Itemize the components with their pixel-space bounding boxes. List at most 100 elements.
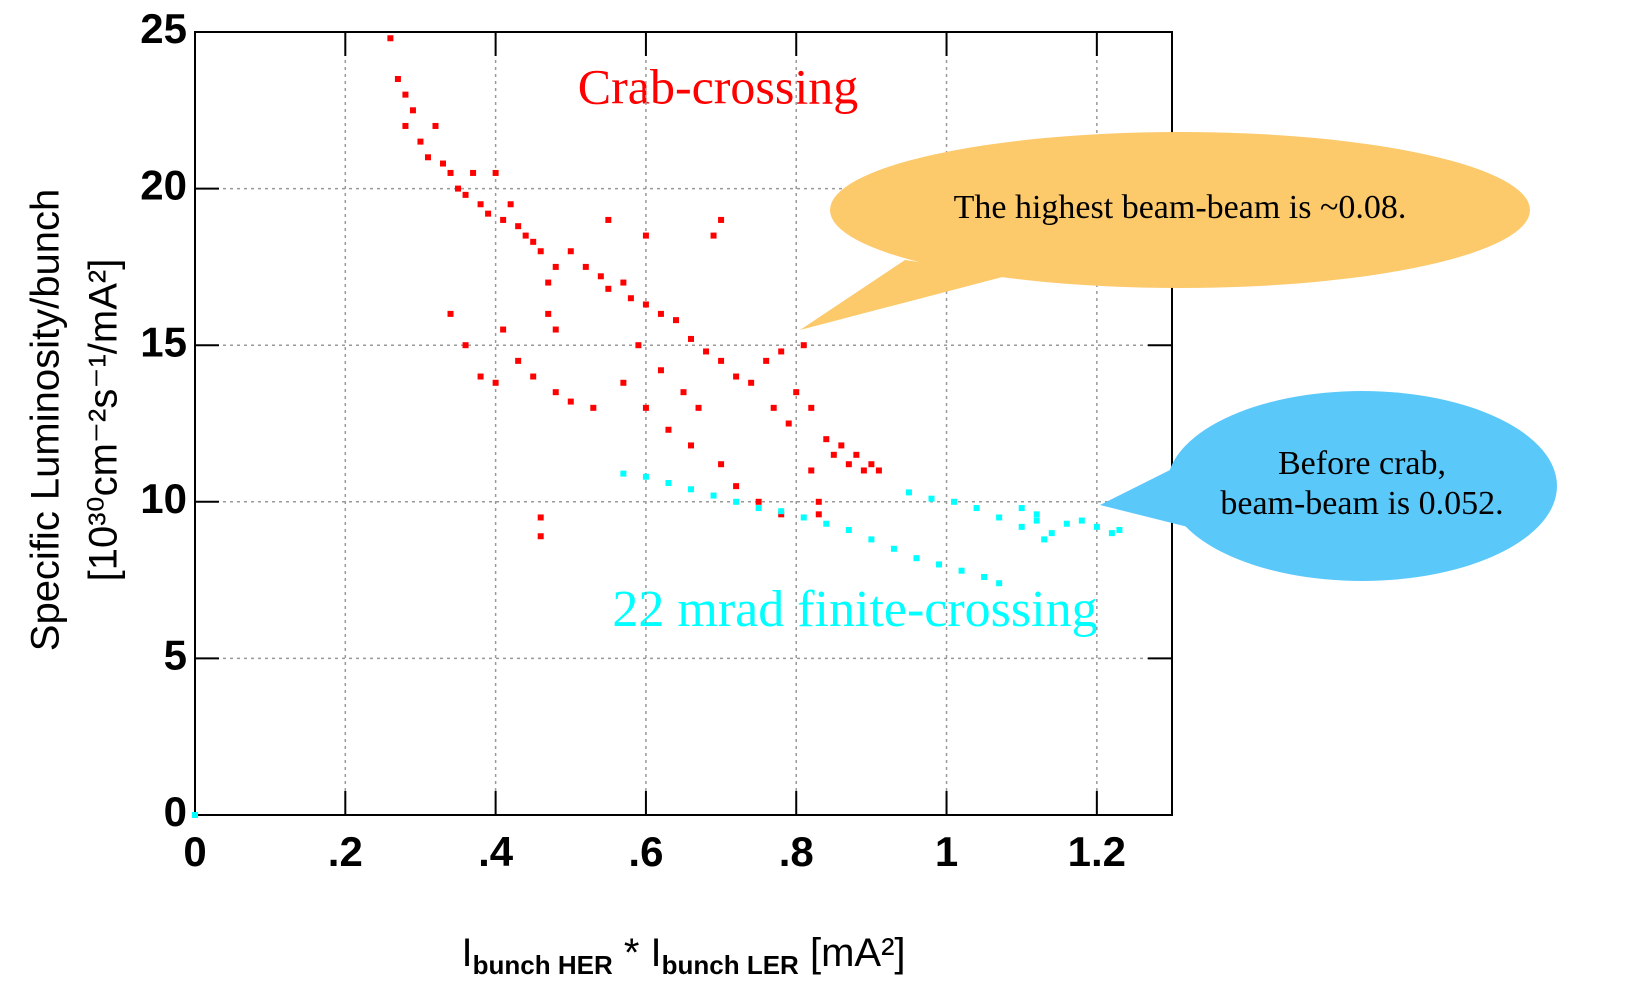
x-axis-label-part: [mA²] — [799, 931, 906, 975]
point — [808, 404, 815, 411]
x-tick-label: 1 — [935, 828, 958, 875]
point — [695, 404, 702, 411]
point — [733, 373, 740, 380]
point — [1033, 517, 1040, 524]
point — [545, 310, 552, 317]
point — [853, 451, 860, 458]
point — [620, 379, 627, 386]
point — [733, 498, 740, 505]
point — [996, 580, 1003, 587]
point — [530, 373, 537, 380]
point — [642, 404, 649, 411]
point — [703, 348, 710, 355]
point — [913, 555, 920, 562]
point — [552, 326, 559, 333]
point — [1108, 530, 1115, 537]
point — [718, 216, 725, 223]
point — [500, 216, 507, 223]
point — [515, 357, 522, 364]
point — [192, 812, 198, 818]
point — [748, 379, 755, 386]
point — [981, 573, 988, 580]
point — [845, 461, 852, 468]
callout-pointer — [800, 260, 1010, 330]
point — [778, 348, 785, 355]
point — [582, 263, 589, 270]
point — [710, 492, 717, 499]
point — [1093, 523, 1100, 530]
point — [537, 514, 544, 521]
point — [718, 461, 725, 468]
point — [710, 232, 717, 239]
point — [665, 480, 672, 487]
x-tick-label: 0 — [183, 828, 206, 875]
point — [800, 342, 807, 349]
point — [477, 373, 484, 380]
x-axis-label-part: bunch LER — [662, 950, 799, 980]
y-tick-label: 0 — [164, 788, 187, 835]
point — [485, 210, 492, 217]
point — [642, 473, 649, 480]
point — [440, 160, 447, 167]
point — [537, 533, 544, 540]
point — [394, 75, 401, 82]
x-axis-label: Ibunch HER * Ibunch LER [mA²] — [461, 931, 905, 980]
point — [1116, 526, 1123, 533]
y-tick-label: 10 — [140, 475, 187, 522]
point — [477, 201, 484, 208]
point — [597, 273, 604, 280]
point — [462, 342, 469, 349]
y-axis-label: Specific Luminosity/bunch — [24, 189, 68, 651]
callout-text: Before crab, — [1278, 445, 1446, 482]
point — [402, 91, 409, 98]
x-tick-label: .6 — [628, 828, 663, 875]
point — [515, 223, 522, 230]
callout-text: beam-beam is 0.052. — [1220, 485, 1503, 522]
point — [530, 238, 537, 245]
point — [951, 498, 958, 505]
x-axis-label-part: I — [461, 931, 472, 975]
point — [552, 263, 559, 270]
point — [507, 201, 514, 208]
point — [620, 279, 627, 286]
point — [868, 461, 875, 468]
point — [432, 122, 439, 129]
point — [387, 35, 394, 42]
callout-text: The highest beam-beam is ~0.08. — [954, 189, 1407, 226]
point — [875, 467, 882, 474]
point — [996, 514, 1003, 521]
point — [688, 442, 695, 449]
point — [1048, 530, 1055, 537]
point — [785, 420, 792, 427]
point — [1063, 520, 1070, 527]
point — [545, 279, 552, 286]
plot-frame — [194, 31, 1173, 816]
point — [665, 426, 672, 433]
point — [733, 483, 740, 490]
point — [830, 451, 837, 458]
y-tick-label: 20 — [140, 162, 187, 209]
point — [642, 301, 649, 308]
point — [778, 508, 785, 515]
point — [417, 138, 424, 145]
point — [447, 310, 454, 317]
point — [808, 467, 815, 474]
x-tick-label: 1.2 — [1068, 828, 1126, 875]
point — [492, 379, 499, 386]
point — [657, 367, 664, 374]
point — [815, 498, 822, 505]
point — [778, 511, 785, 518]
callout — [1167, 391, 1557, 581]
point — [567, 398, 574, 405]
point — [409, 107, 416, 114]
point — [793, 389, 800, 396]
point — [462, 191, 469, 198]
point — [605, 216, 612, 223]
point — [680, 389, 687, 396]
point — [718, 357, 725, 364]
point — [928, 495, 935, 502]
y-tick-label: 25 — [140, 5, 187, 52]
point — [688, 335, 695, 342]
y-tick-label: 5 — [164, 631, 187, 678]
